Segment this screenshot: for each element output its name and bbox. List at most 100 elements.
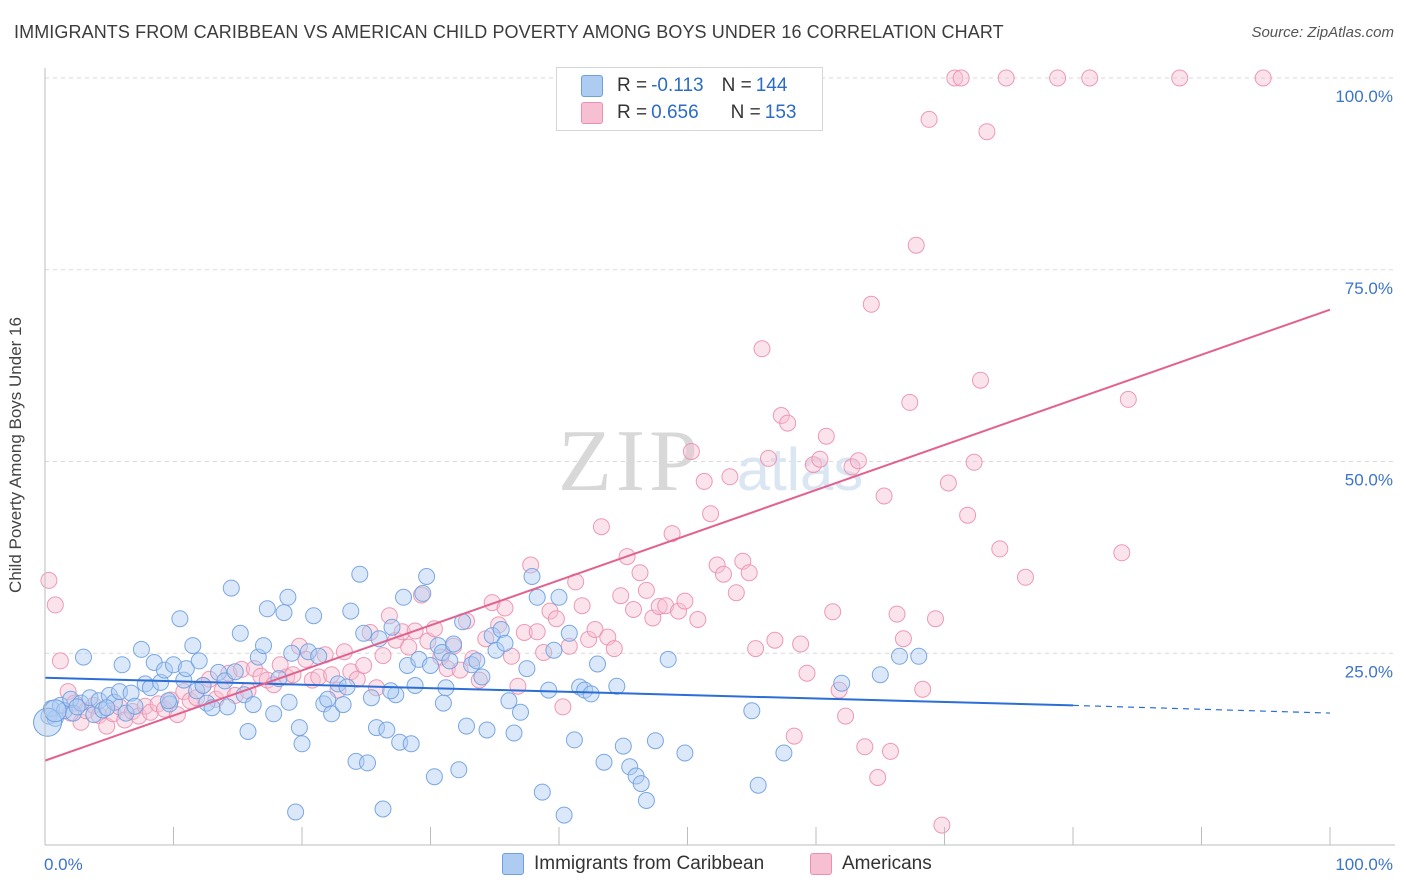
americans-point <box>85 696 103 714</box>
source-label: Source: ZipAtlas.com <box>1251 24 1394 41</box>
americans-point <box>612 587 630 605</box>
americans-point <box>509 677 527 695</box>
caribbean-point <box>540 681 558 699</box>
caribbean-point <box>555 806 573 824</box>
americans-point <box>483 594 501 612</box>
series-legend-americans[interactable]: Americans <box>810 852 932 876</box>
caribbean-point <box>560 624 578 642</box>
caribbean-point <box>487 641 505 659</box>
caribbean-point <box>126 697 144 715</box>
caribbean-point <box>518 660 536 678</box>
americans-point <box>554 698 572 716</box>
caribbean-point <box>646 732 664 750</box>
americans-point <box>901 393 919 411</box>
americans-point <box>843 458 861 476</box>
caribbean-point <box>833 674 851 692</box>
americans-point <box>727 584 745 602</box>
legend-r-value-americans: 0.656 <box>651 102 699 123</box>
caribbean-point <box>478 721 496 739</box>
caribbean-point <box>550 588 568 606</box>
legend-n-value-caribbean: 144 <box>755 75 788 96</box>
caribbean-point <box>81 689 99 707</box>
y-tick-label: 50.0% <box>1345 471 1393 490</box>
caribbean-point <box>329 675 347 693</box>
caribbean-point <box>871 666 889 684</box>
caribbean-point <box>113 656 131 674</box>
americans-point <box>1254 69 1272 87</box>
caribbean-point <box>194 677 212 694</box>
americans-point <box>156 700 173 718</box>
caribbean-point <box>441 652 459 670</box>
caribbean-point <box>287 803 305 821</box>
tick-labels: 25.0% 50.0% 75.0% 100.0% 0.0% 100.0% <box>44 87 1393 874</box>
caribbean-point <box>293 735 311 753</box>
americans-point <box>592 518 610 536</box>
caribbean-point <box>565 731 583 749</box>
caribbean-point <box>219 698 236 716</box>
caribbean-point <box>608 677 626 695</box>
caribbean-point <box>279 588 297 606</box>
caribbean-trend-line <box>44 676 1074 707</box>
americans-point <box>792 635 810 653</box>
americans-point <box>965 453 983 471</box>
caribbean-point <box>351 565 369 583</box>
series-label-caribbean: Immigrants from Caribbean <box>534 853 765 874</box>
caribbean-point <box>523 568 541 585</box>
americans-trend-line <box>44 308 1331 762</box>
caribbean-point <box>210 663 227 681</box>
americans-point <box>586 621 604 638</box>
caribbean-point <box>342 602 360 620</box>
americans-point <box>631 564 649 582</box>
legend-row-americans: R = 0.656 N = 153 <box>581 100 796 126</box>
americans-point <box>740 564 758 582</box>
y-axis-title-text: Child Poverty Among Boys Under 16 <box>6 317 25 593</box>
americans-point <box>997 69 1015 87</box>
caribbean-point <box>117 704 135 722</box>
americans-point <box>914 680 932 698</box>
caribbean-point <box>265 705 283 723</box>
americans-point <box>657 597 675 615</box>
caribbean-point <box>528 588 546 606</box>
caribbean-trend-extension <box>1072 704 1331 714</box>
caribbean-point <box>190 652 208 670</box>
americans-point <box>972 371 989 389</box>
americans-point <box>888 605 906 623</box>
americans-point <box>849 452 867 470</box>
americans-point <box>535 644 553 661</box>
americans-point <box>952 69 970 87</box>
caribbean-point <box>305 607 323 625</box>
americans-point <box>111 698 128 716</box>
caribbean-point <box>422 657 439 674</box>
caribbean-point <box>275 604 293 622</box>
americans-point <box>470 671 488 689</box>
stats-legend: R = -0.113 N = 144 R = 0.656 N = 153 <box>556 67 823 131</box>
watermark-atlas: atlas <box>737 436 864 503</box>
americans-point <box>875 487 893 505</box>
caribbean-point <box>582 685 600 703</box>
americans-point <box>1049 69 1067 87</box>
caribbean-point <box>425 768 443 786</box>
americans-point <box>933 816 951 834</box>
americans-point <box>798 664 816 682</box>
caribbean-point <box>355 624 373 642</box>
americans-point <box>837 707 855 725</box>
series-legend-caribbean[interactable]: Immigrants from Caribbean <box>502 852 764 876</box>
caribbean-point <box>98 699 116 717</box>
caribbean-point <box>368 719 385 737</box>
americans-point <box>46 596 64 614</box>
americans-point <box>676 592 694 610</box>
legend-n-label: N = <box>721 75 752 96</box>
caribbean-point <box>473 668 491 686</box>
americans-point <box>779 414 797 432</box>
caribbean-point <box>775 744 793 762</box>
caribbean-point <box>749 776 767 794</box>
caribbean-point <box>614 737 632 755</box>
caribbean-point <box>676 744 694 762</box>
legend-swatch-blue <box>581 75 603 97</box>
caribbean-point <box>500 692 518 710</box>
americans-point <box>978 123 996 141</box>
caribbean-point <box>414 584 432 602</box>
caribbean-point <box>334 696 352 714</box>
americans-point <box>991 540 1009 558</box>
americans-point <box>1119 390 1137 408</box>
